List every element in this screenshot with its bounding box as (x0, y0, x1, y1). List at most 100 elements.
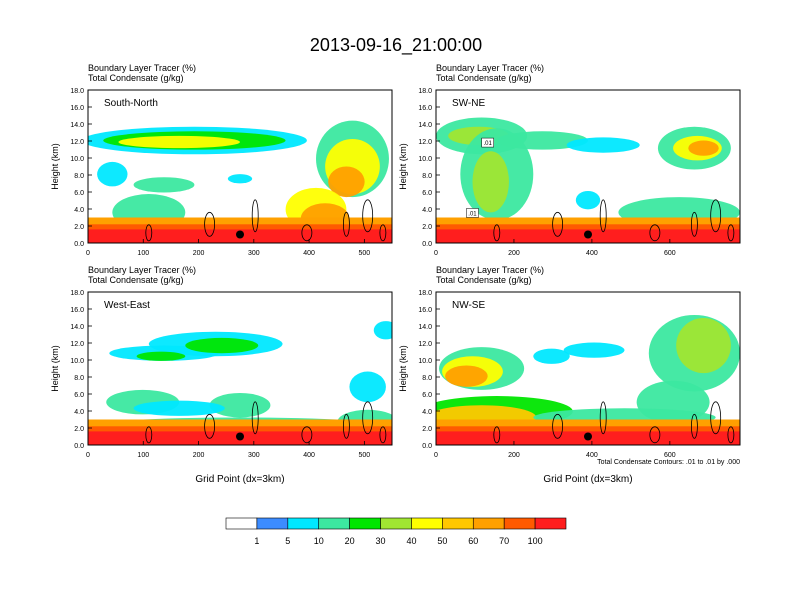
y-tick-label: 10.0 (418, 156, 432, 163)
x-tick-label: 300 (248, 250, 260, 257)
tracer-region (563, 342, 625, 358)
condensate-contour (691, 413, 698, 439)
y-tick-label: 14.0 (70, 122, 84, 129)
panel-title: South-North (104, 98, 158, 109)
x-axis: 0 100 200 300 400 500 (86, 239, 370, 257)
y-tick-label: 0.0 (422, 443, 432, 450)
tracer-region (97, 161, 128, 187)
colorbar-swatch (256, 517, 289, 530)
condensate-contour (599, 401, 607, 435)
colorbar-swatch (349, 517, 381, 530)
colorbar-level-label: 10 (314, 536, 324, 546)
tracer-region (328, 166, 365, 198)
y-tick-label: 12.0 (418, 139, 432, 146)
y-tick-label: 2.0 (422, 426, 432, 433)
colorbar-swatch (534, 517, 567, 530)
tracer-region (133, 400, 225, 416)
y-tick-label: 8.0 (74, 375, 84, 382)
panel-label-condensate: Total Condensate (g/kg) (88, 275, 184, 285)
location-marker (584, 432, 592, 441)
colorbar-level-label: 1 (254, 536, 259, 546)
condensate-contour (727, 426, 735, 444)
x-tick-label: 400 (303, 250, 315, 257)
y-tick-label: 16.0 (70, 307, 84, 314)
condensate-contour (727, 224, 735, 242)
panel-title: West-East (104, 300, 150, 311)
colorbar-level-label: 100 (528, 536, 543, 546)
condensate-contour (552, 211, 563, 237)
plot-frame (87, 89, 393, 244)
panel-west-east: Boundary Layer Tracer (%)Total Condensat… (50, 265, 393, 485)
condensate-contour (493, 426, 501, 444)
tracer-region (227, 174, 253, 184)
condensate-contour (145, 224, 153, 242)
plot-frame (435, 89, 741, 244)
x-axis-label: Grid Point (dx=3km) (195, 474, 284, 485)
colorbar-level-label: 40 (406, 536, 416, 546)
condensate-contour (342, 413, 350, 439)
tracer-field (88, 321, 392, 445)
x-tick-label: 500 (359, 250, 371, 257)
colorbar: 1 5 10 20 30 40 50 60 70 100 (225, 517, 567, 546)
tracer-region (209, 392, 271, 418)
x-tick-label: 100 (137, 452, 149, 459)
y-axis: 0.0 2.0 4.0 6.0 8.0 10.0 12.0 14.0 16.0 18.0 (418, 290, 440, 450)
location-marker (236, 230, 244, 239)
x-tick-label: 600 (664, 250, 676, 257)
x-axis: 0 200 400 600 (434, 441, 676, 459)
colorbar-swatch (287, 517, 320, 530)
x-tick-label: 300 (248, 452, 260, 459)
y-tick-label: 2.0 (74, 426, 84, 433)
condensate-contour (552, 413, 563, 439)
x-tick-label: 200 (508, 250, 520, 257)
tracer-field (436, 314, 740, 445)
tracer-region (496, 131, 588, 150)
condensate-contour (710, 401, 722, 435)
y-tick-label: 12.0 (70, 341, 84, 348)
x-tick-label: 400 (586, 250, 598, 257)
y-tick-label: 2.0 (74, 224, 84, 231)
condensate-contour (710, 199, 722, 233)
y-tick-label: 10.0 (70, 156, 84, 163)
condensate-contour (362, 401, 374, 435)
y-tick-label: 16.0 (418, 105, 432, 112)
condensate-contour (145, 426, 153, 444)
condensate-contour (599, 199, 607, 233)
condensate-contour (362, 199, 374, 233)
contour-label-box (466, 208, 479, 218)
colorbar-level-label: 30 (376, 536, 386, 546)
contour-label: .01 (484, 141, 493, 147)
colorbar-level-label: 5 (285, 536, 290, 546)
colorbar-swatch (472, 517, 505, 530)
condensate-contour (342, 211, 350, 237)
condensate-contours (145, 401, 387, 444)
panels: Boundary Layer Tracer (%)Total Condensat… (50, 63, 741, 485)
condensate-contour (493, 224, 501, 242)
x-axis: 0 100 200 300 400 500 (86, 441, 370, 459)
y-axis-label: Height (km) (50, 345, 60, 392)
condensate-contour (649, 426, 661, 444)
colorbar-level-label: 60 (468, 536, 478, 546)
y-tick-label: 8.0 (422, 173, 432, 180)
x-tick-label: 0 (86, 250, 90, 257)
panel-label-condensate: Total Condensate (g/kg) (88, 73, 184, 83)
y-axis-label: Height (km) (398, 345, 408, 392)
y-axis: 0.0 2.0 4.0 6.0 8.0 10.0 12.0 14.0 16.0 18.0 (418, 88, 440, 248)
y-tick-label: 6.0 (74, 190, 84, 197)
x-tick-label: 200 (193, 250, 205, 257)
condensate-contour (691, 211, 698, 237)
y-axis-label: Height (km) (398, 143, 408, 190)
y-tick-label: 2.0 (422, 224, 432, 231)
location-marker (584, 230, 592, 239)
tracer-region (575, 190, 601, 210)
y-tick-label: 6.0 (74, 392, 84, 399)
panel-label-tracer: Boundary Layer Tracer (%) (88, 63, 196, 73)
x-tick-label: 200 (508, 452, 520, 459)
panel-title: SW-NE (452, 98, 485, 109)
tracer-region (349, 371, 386, 403)
y-axis-label: Height (km) (50, 143, 60, 190)
location-marker (236, 432, 244, 441)
tracer-region (118, 135, 240, 149)
colorbar-swatch (503, 517, 536, 530)
